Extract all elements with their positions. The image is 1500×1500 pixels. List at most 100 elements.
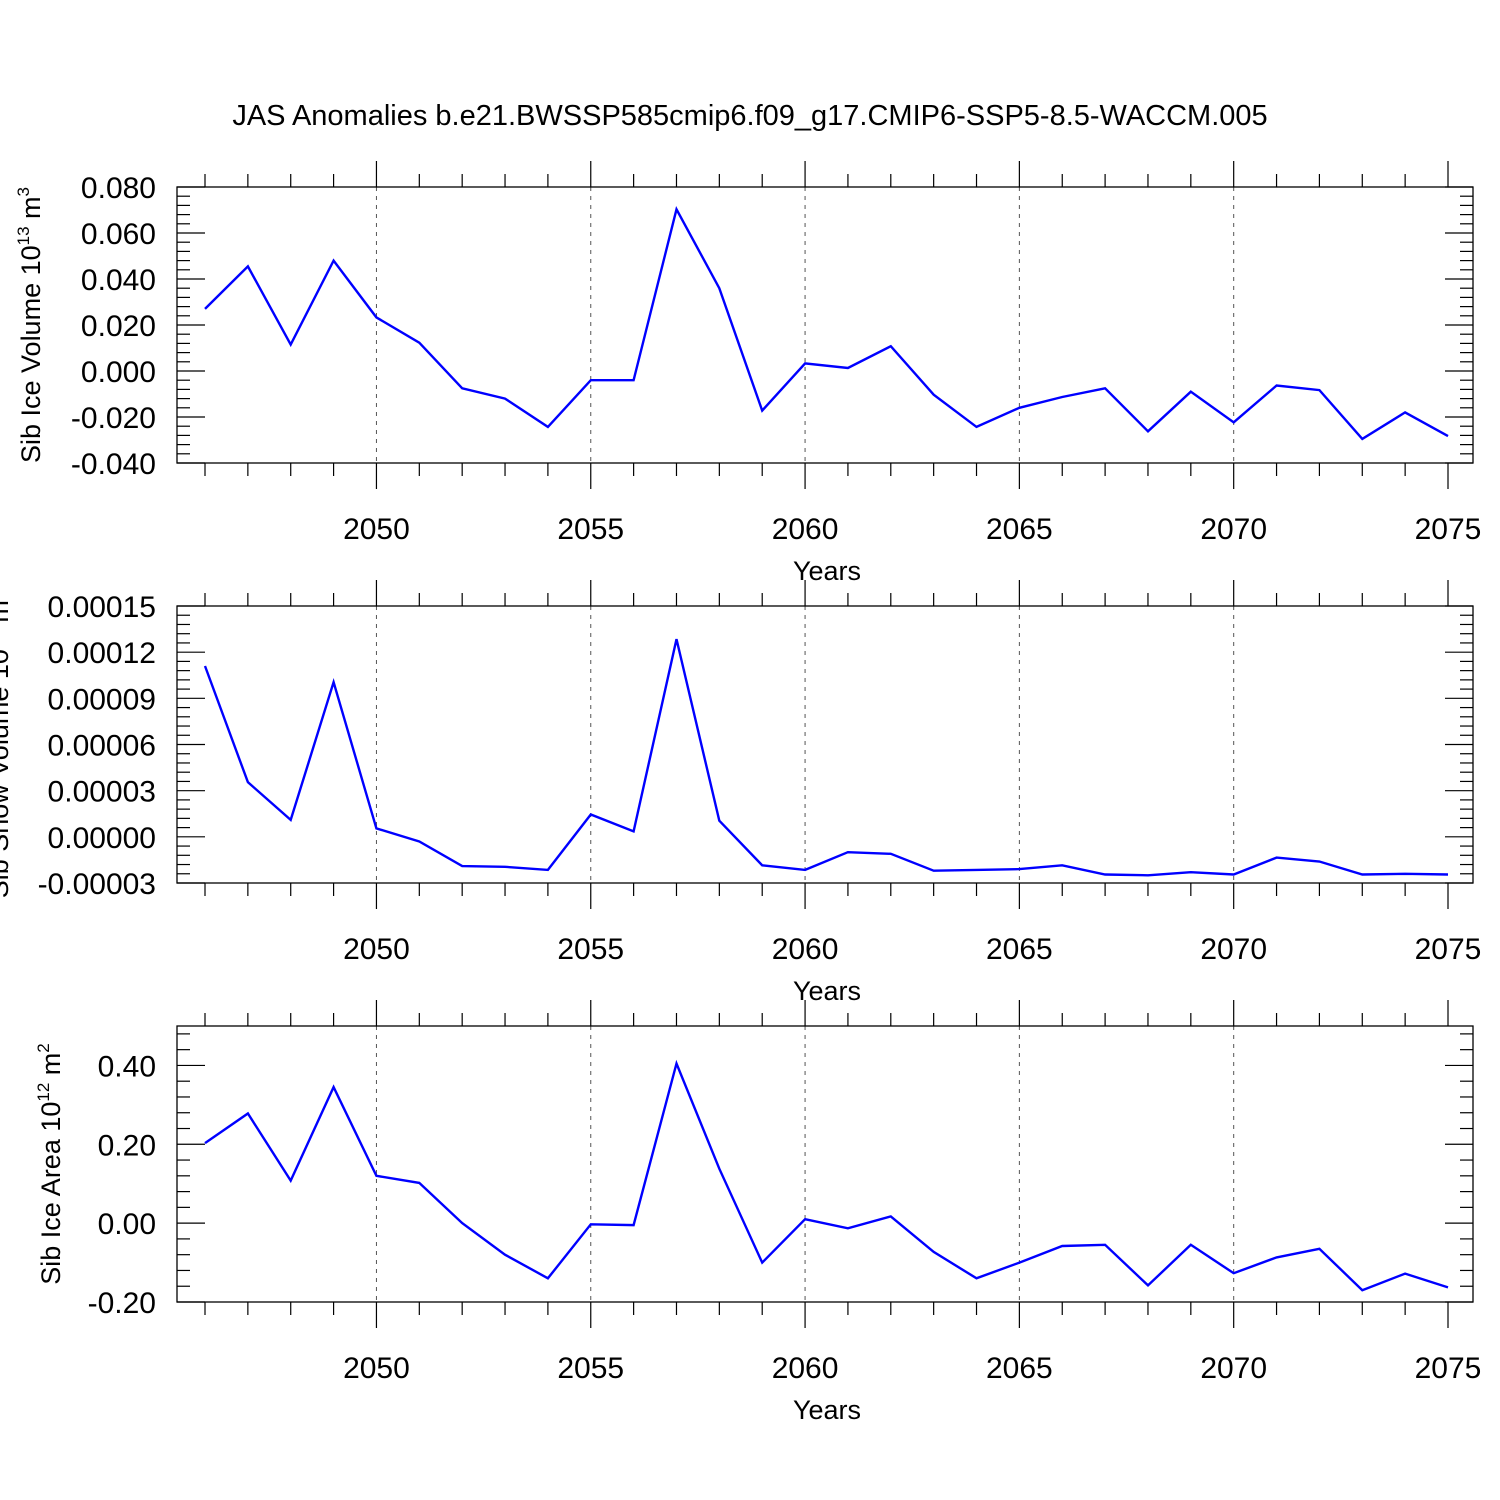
figure-title: JAS Anomalies b.e21.BWSSP585cmip6.f09_g1… [232, 100, 1267, 132]
data-point [632, 1223, 636, 1227]
data-point [1232, 420, 1236, 424]
data-point [1403, 1272, 1407, 1276]
data-point [1360, 437, 1364, 441]
data-point [1060, 395, 1064, 399]
data-point [1017, 406, 1021, 410]
data-point [374, 826, 378, 830]
data-point [374, 1174, 378, 1178]
x-tick-label: 2055 [557, 513, 624, 546]
data-point [417, 839, 421, 843]
data-point [674, 637, 678, 641]
data-point [332, 680, 336, 684]
x-tick-label: 2070 [1200, 513, 1267, 546]
data-point [246, 264, 250, 268]
x-tick-label: 2070 [1200, 933, 1267, 966]
data-point [203, 664, 207, 668]
data-point [1360, 1288, 1364, 1292]
data-point [846, 850, 850, 854]
chart-panel-1: 2050 2055 2060 2065 2070 2075 -0.040 -0.020 0.00… [14, 161, 1481, 586]
data-point [1232, 873, 1236, 877]
data-point [717, 819, 721, 823]
x-tick-label: 2075 [1415, 1352, 1482, 1385]
data-point [632, 378, 636, 382]
x-tick-label: 2060 [772, 933, 839, 966]
y-tick-label: 0.020 [81, 310, 156, 343]
data-point [589, 378, 593, 382]
data-point [889, 1214, 893, 1218]
data-point [1103, 1243, 1107, 1247]
data-point [1317, 859, 1321, 863]
x-tick-label: 2050 [343, 933, 410, 966]
y-tick-label: 0.00003 [48, 776, 156, 809]
y-tick-label: 0.080 [81, 172, 156, 205]
y-tick-label: -0.040 [71, 448, 156, 481]
y-axis-label: Sib Ice Volume 1013 m3 [14, 187, 46, 463]
x-axis-label: Years [793, 1395, 861, 1425]
data-point [246, 1112, 250, 1116]
data-point [503, 1253, 507, 1257]
y-axis-label: Sib Snow Volume 1013 m3 [0, 591, 14, 899]
chart-panel-3: 2050 2055 2060 2065 2070 2075 -0.20 0.00 0.20 0.4… [34, 1000, 1481, 1425]
y-tick-label: -0.20 [88, 1287, 156, 1320]
data-point [503, 397, 507, 401]
data-point [289, 343, 293, 347]
data-point [546, 425, 550, 429]
data-point [374, 315, 378, 319]
y-tick-label: 0.060 [81, 218, 156, 251]
y-tick-label: 0.040 [81, 264, 156, 297]
x-tick-label: 2070 [1200, 1352, 1267, 1385]
data-point [889, 344, 893, 348]
plot-frame [176, 605, 1474, 884]
data-point [460, 1221, 464, 1225]
y-tick-label: 0.00012 [48, 637, 156, 670]
data-point [289, 1179, 293, 1183]
x-tick-label: 2050 [343, 513, 410, 546]
data-point [546, 1276, 550, 1280]
data-point [1275, 383, 1279, 387]
x-tick-label: 2065 [986, 513, 1053, 546]
data-point [717, 286, 721, 290]
data-point [803, 1217, 807, 1221]
x-tick-label: 2060 [772, 1352, 839, 1385]
data-point [1446, 1285, 1450, 1289]
data-point [546, 868, 550, 872]
x-tick-label: 2075 [1415, 933, 1482, 966]
data-point [932, 869, 936, 873]
x-tick-label: 2065 [986, 1352, 1053, 1385]
data-point [889, 852, 893, 856]
series-line [204, 1059, 1449, 1292]
data-point [975, 1276, 979, 1280]
data-point [1146, 429, 1150, 433]
x-axis-label: Years [793, 976, 861, 1006]
data-point [332, 1085, 336, 1089]
series-line [203, 638, 1449, 877]
data-point [417, 1181, 421, 1185]
data-point [1275, 1255, 1279, 1259]
data-point [1317, 388, 1321, 392]
data-point [1060, 863, 1064, 867]
data-point [846, 366, 850, 370]
data-point [1017, 867, 1021, 871]
data-point [846, 1226, 850, 1230]
data-point [803, 361, 807, 365]
y-tick-label: -0.00003 [38, 868, 156, 901]
data-point [1146, 1283, 1150, 1287]
x-tick-label: 2075 [1415, 513, 1482, 546]
data-point [1232, 1271, 1236, 1275]
data-point [674, 1061, 678, 1065]
data-point [289, 818, 293, 822]
y-tick-label: 0.00006 [48, 730, 156, 763]
data-point [1403, 872, 1407, 876]
data-point [1403, 410, 1407, 414]
plot-frame [176, 1025, 1474, 1303]
data-point [1317, 1247, 1321, 1251]
data-point [589, 813, 593, 817]
y-tick-label: 0.00009 [48, 683, 156, 716]
x-tick-label: 2050 [343, 1352, 410, 1385]
data-point [1360, 873, 1364, 877]
chart-panel-2: 2050 2055 2060 2065 2070 2075 -0.00003 0.00000 0… [0, 580, 1481, 1006]
data-point [460, 864, 464, 868]
data-point [674, 207, 678, 211]
data-point [460, 386, 464, 390]
